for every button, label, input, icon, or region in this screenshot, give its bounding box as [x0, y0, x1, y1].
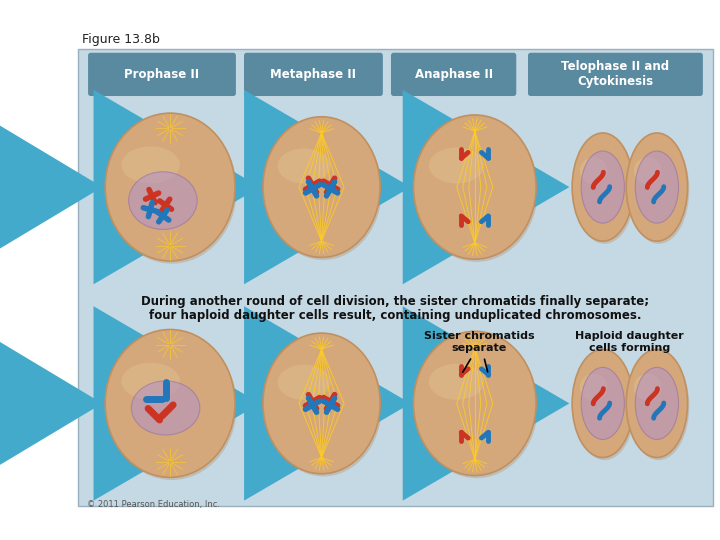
- Text: Sister chromatids
separate: Sister chromatids separate: [424, 332, 535, 353]
- Ellipse shape: [415, 118, 538, 262]
- Text: Haploid daughter
cells forming: Haploid daughter cells forming: [575, 332, 684, 353]
- Ellipse shape: [122, 363, 180, 400]
- Ellipse shape: [581, 367, 624, 440]
- Ellipse shape: [626, 349, 688, 457]
- Ellipse shape: [105, 329, 235, 477]
- Ellipse shape: [107, 116, 237, 264]
- Ellipse shape: [413, 332, 536, 476]
- Ellipse shape: [413, 115, 536, 259]
- FancyBboxPatch shape: [528, 53, 703, 96]
- Text: Figure 13.8b: Figure 13.8b: [82, 33, 160, 46]
- Text: Anaphase II: Anaphase II: [415, 68, 492, 81]
- Ellipse shape: [635, 367, 678, 440]
- FancyBboxPatch shape: [391, 53, 516, 96]
- Ellipse shape: [265, 336, 382, 476]
- Ellipse shape: [129, 172, 197, 230]
- Ellipse shape: [263, 117, 380, 258]
- Ellipse shape: [265, 119, 382, 260]
- Text: During another round of cell division, the sister chromatids finally separate;: During another round of cell division, t…: [141, 295, 649, 308]
- Ellipse shape: [263, 333, 380, 474]
- Text: Prophase II: Prophase II: [125, 68, 199, 81]
- Ellipse shape: [429, 147, 484, 184]
- Ellipse shape: [131, 381, 200, 435]
- Ellipse shape: [628, 136, 689, 244]
- Ellipse shape: [415, 334, 538, 478]
- Ellipse shape: [572, 349, 634, 457]
- Text: Telophase II and
Cytokinesis: Telophase II and Cytokinesis: [562, 60, 670, 89]
- Ellipse shape: [105, 113, 235, 261]
- Ellipse shape: [634, 157, 662, 184]
- Ellipse shape: [580, 374, 608, 401]
- FancyBboxPatch shape: [88, 53, 236, 96]
- Ellipse shape: [429, 364, 484, 400]
- Ellipse shape: [626, 133, 688, 241]
- Ellipse shape: [122, 146, 180, 184]
- Ellipse shape: [581, 151, 624, 223]
- Ellipse shape: [278, 364, 330, 400]
- Ellipse shape: [574, 352, 635, 460]
- Ellipse shape: [635, 151, 678, 223]
- Ellipse shape: [574, 136, 635, 244]
- Ellipse shape: [107, 332, 237, 480]
- FancyBboxPatch shape: [244, 53, 383, 96]
- Text: Metaphase II: Metaphase II: [271, 68, 356, 81]
- Text: © 2011 Pearson Education, Inc.: © 2011 Pearson Education, Inc.: [87, 500, 220, 509]
- Ellipse shape: [278, 148, 330, 184]
- Ellipse shape: [628, 352, 689, 460]
- Ellipse shape: [572, 133, 634, 241]
- Ellipse shape: [580, 157, 608, 184]
- Ellipse shape: [634, 374, 662, 401]
- FancyBboxPatch shape: [78, 49, 713, 506]
- Text: four haploid daughter cells result, containing unduplicated chromosomes.: four haploid daughter cells result, cont…: [149, 309, 642, 322]
